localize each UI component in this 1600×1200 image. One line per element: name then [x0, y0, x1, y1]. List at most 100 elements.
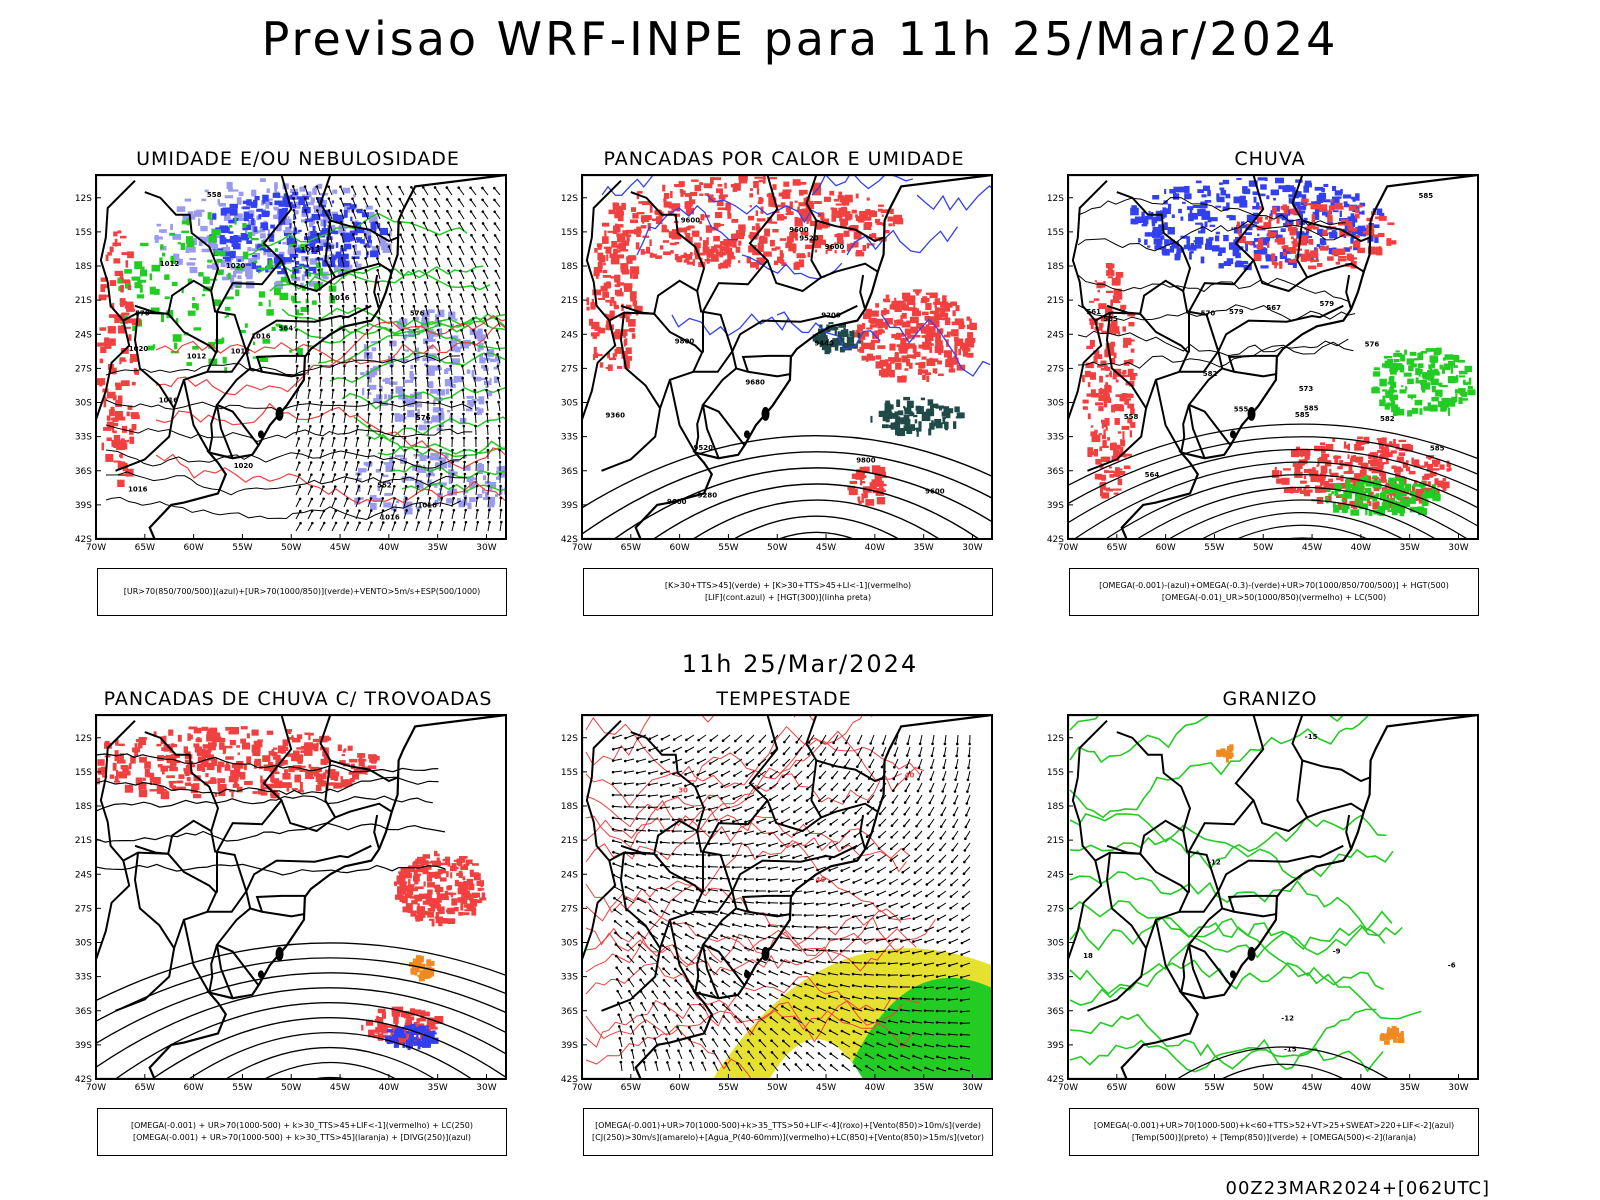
thickness-red — [120, 284, 124, 293]
instability-red — [955, 305, 960, 312]
instability-red — [615, 329, 621, 334]
rain-red — [1128, 322, 1135, 327]
instability-red — [694, 253, 701, 260]
wind-vector — [304, 209, 307, 212]
thunderstorm-red — [143, 777, 146, 781]
humidity-lavender — [265, 202, 270, 209]
omega-blue — [1281, 213, 1289, 221]
wind-vector — [436, 340, 440, 344]
wind-vector — [487, 497, 490, 508]
wind-vector — [296, 376, 299, 380]
omega-blue — [1300, 200, 1304, 206]
rain-red — [1363, 436, 1370, 445]
wind-vector — [486, 413, 489, 424]
humidity-lavender — [370, 352, 373, 360]
omega-green — [1426, 375, 1433, 380]
humidity-green — [216, 258, 223, 263]
wind-vector — [439, 472, 443, 476]
wind-vector — [387, 186, 393, 196]
thunderstorm-red — [209, 745, 212, 752]
wind-vector — [481, 186, 484, 190]
lagoon — [1247, 406, 1256, 421]
instability-red — [800, 181, 807, 185]
thickness-red — [106, 391, 116, 399]
rain-red — [1396, 456, 1404, 462]
rain-red — [1316, 497, 1324, 500]
wind-vector — [460, 318, 465, 328]
rain-red — [1119, 468, 1123, 471]
rain-red — [1336, 495, 1343, 498]
humidity-blue — [251, 262, 256, 270]
border-line — [208, 404, 218, 453]
wind-vector — [296, 400, 300, 404]
omega-green — [1384, 403, 1390, 410]
humidity-lavender — [477, 328, 483, 336]
instability-red — [715, 211, 723, 219]
thunderstorm-red — [218, 790, 226, 797]
omega-green — [1392, 501, 1402, 509]
border-line — [1188, 404, 1206, 459]
instability-teal — [942, 416, 947, 420]
omega-blue — [1314, 247, 1317, 252]
thunderstorm-red — [317, 773, 324, 782]
instability-red — [904, 368, 909, 371]
omega-green — [1379, 378, 1387, 387]
omega-blue — [1270, 189, 1279, 196]
omega-blue — [1258, 193, 1266, 197]
humidity-blue — [311, 247, 318, 254]
instability-red — [954, 318, 964, 324]
instability-red — [682, 190, 686, 195]
omega-green — [1391, 362, 1397, 371]
thunderstorm-red — [185, 754, 193, 760]
omega-green — [1405, 386, 1408, 391]
instability-red — [724, 259, 731, 266]
wind-vector — [459, 246, 465, 256]
map-content: 9680960096009800960096009520944093609280… — [582, 175, 992, 539]
wind-vector — [379, 388, 382, 392]
instability-red — [921, 369, 929, 374]
border-line — [373, 274, 381, 310]
humidity-blue — [289, 253, 299, 258]
instability-red — [894, 297, 897, 302]
humidity-blue — [369, 250, 379, 258]
wind-vector — [292, 186, 297, 196]
wind-vector — [355, 402, 358, 412]
humidity-blue — [366, 252, 369, 258]
omega-blue — [1167, 203, 1172, 209]
humidity-lavender — [438, 482, 447, 486]
wind-vector — [450, 436, 454, 440]
wind-vector — [356, 448, 360, 452]
instability-red — [926, 328, 933, 336]
contour-label: 9600 — [681, 216, 701, 224]
humidity-lavender — [397, 387, 402, 394]
instability-red — [942, 306, 950, 312]
wind-vector — [496, 342, 501, 352]
omega-blue — [1296, 193, 1302, 198]
wind-vector — [295, 426, 300, 436]
thickness-red — [112, 302, 115, 310]
panel-trovoadas: PANCADAS DE CHUVA C/ TROVOADAS 12S 15S 18S… — [48, 688, 548, 1168]
humidity-lavender — [394, 504, 397, 512]
humidity-green — [181, 230, 190, 233]
wind-vector — [293, 256, 297, 260]
rain-red — [1327, 215, 1333, 223]
wind-vector — [403, 425, 406, 436]
rain-red — [1300, 480, 1307, 484]
humidity-lavender — [417, 403, 422, 408]
wind-vector — [459, 281, 462, 284]
wind-vector — [457, 198, 461, 201]
instability-red — [911, 307, 918, 316]
thickness-red — [125, 260, 129, 268]
humidity-lavender — [371, 347, 377, 352]
instability-teal — [904, 426, 908, 431]
omega-blue — [1223, 261, 1232, 266]
instability-teal — [930, 406, 934, 413]
instability-red — [603, 246, 612, 249]
lc500-line — [1077, 304, 1356, 322]
instability-red — [672, 229, 681, 238]
rain-red — [1291, 453, 1295, 457]
wind-vector — [451, 448, 454, 452]
omega-green — [1401, 499, 1410, 507]
humidity-lavender — [389, 381, 398, 385]
wind-vector — [412, 293, 415, 296]
